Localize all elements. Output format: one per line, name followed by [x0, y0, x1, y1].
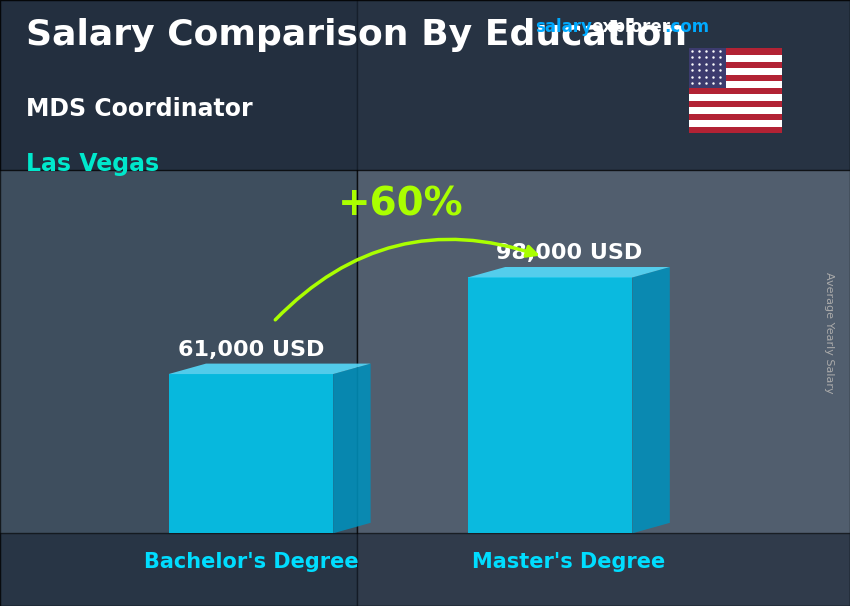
Bar	[688, 101, 782, 107]
Bar	[688, 62, 782, 68]
Text: MDS Coordinator: MDS Coordinator	[26, 97, 252, 121]
Text: +60%: +60%	[337, 185, 463, 224]
Bar	[688, 48, 726, 88]
Polygon shape	[333, 364, 371, 533]
Bar	[688, 88, 782, 94]
Bar	[688, 81, 782, 88]
Polygon shape	[168, 364, 371, 374]
Text: Average Yearly Salary: Average Yearly Salary	[824, 273, 834, 394]
Polygon shape	[168, 374, 333, 533]
Text: Las Vegas: Las Vegas	[26, 152, 159, 176]
Bar	[688, 75, 782, 81]
Text: 61,000 USD: 61,000 USD	[178, 340, 324, 360]
Bar	[688, 68, 782, 75]
Bar	[688, 48, 782, 55]
Bar	[688, 127, 782, 133]
Bar	[688, 107, 782, 114]
Polygon shape	[468, 267, 670, 278]
Bar	[688, 94, 782, 101]
Polygon shape	[632, 267, 670, 533]
Text: Master's Degree: Master's Degree	[473, 551, 666, 571]
Text: Bachelor's Degree: Bachelor's Degree	[144, 551, 358, 571]
Text: explorer: explorer	[591, 18, 670, 36]
Polygon shape	[468, 278, 632, 533]
Bar	[688, 114, 782, 120]
Text: Salary Comparison By Education: Salary Comparison By Education	[26, 18, 687, 52]
Text: 98,000 USD: 98,000 USD	[496, 243, 642, 263]
Bar	[688, 55, 782, 62]
Text: .com: .com	[665, 18, 710, 36]
FancyArrowPatch shape	[275, 239, 536, 320]
Bar	[688, 120, 782, 127]
Text: salary: salary	[536, 18, 592, 36]
